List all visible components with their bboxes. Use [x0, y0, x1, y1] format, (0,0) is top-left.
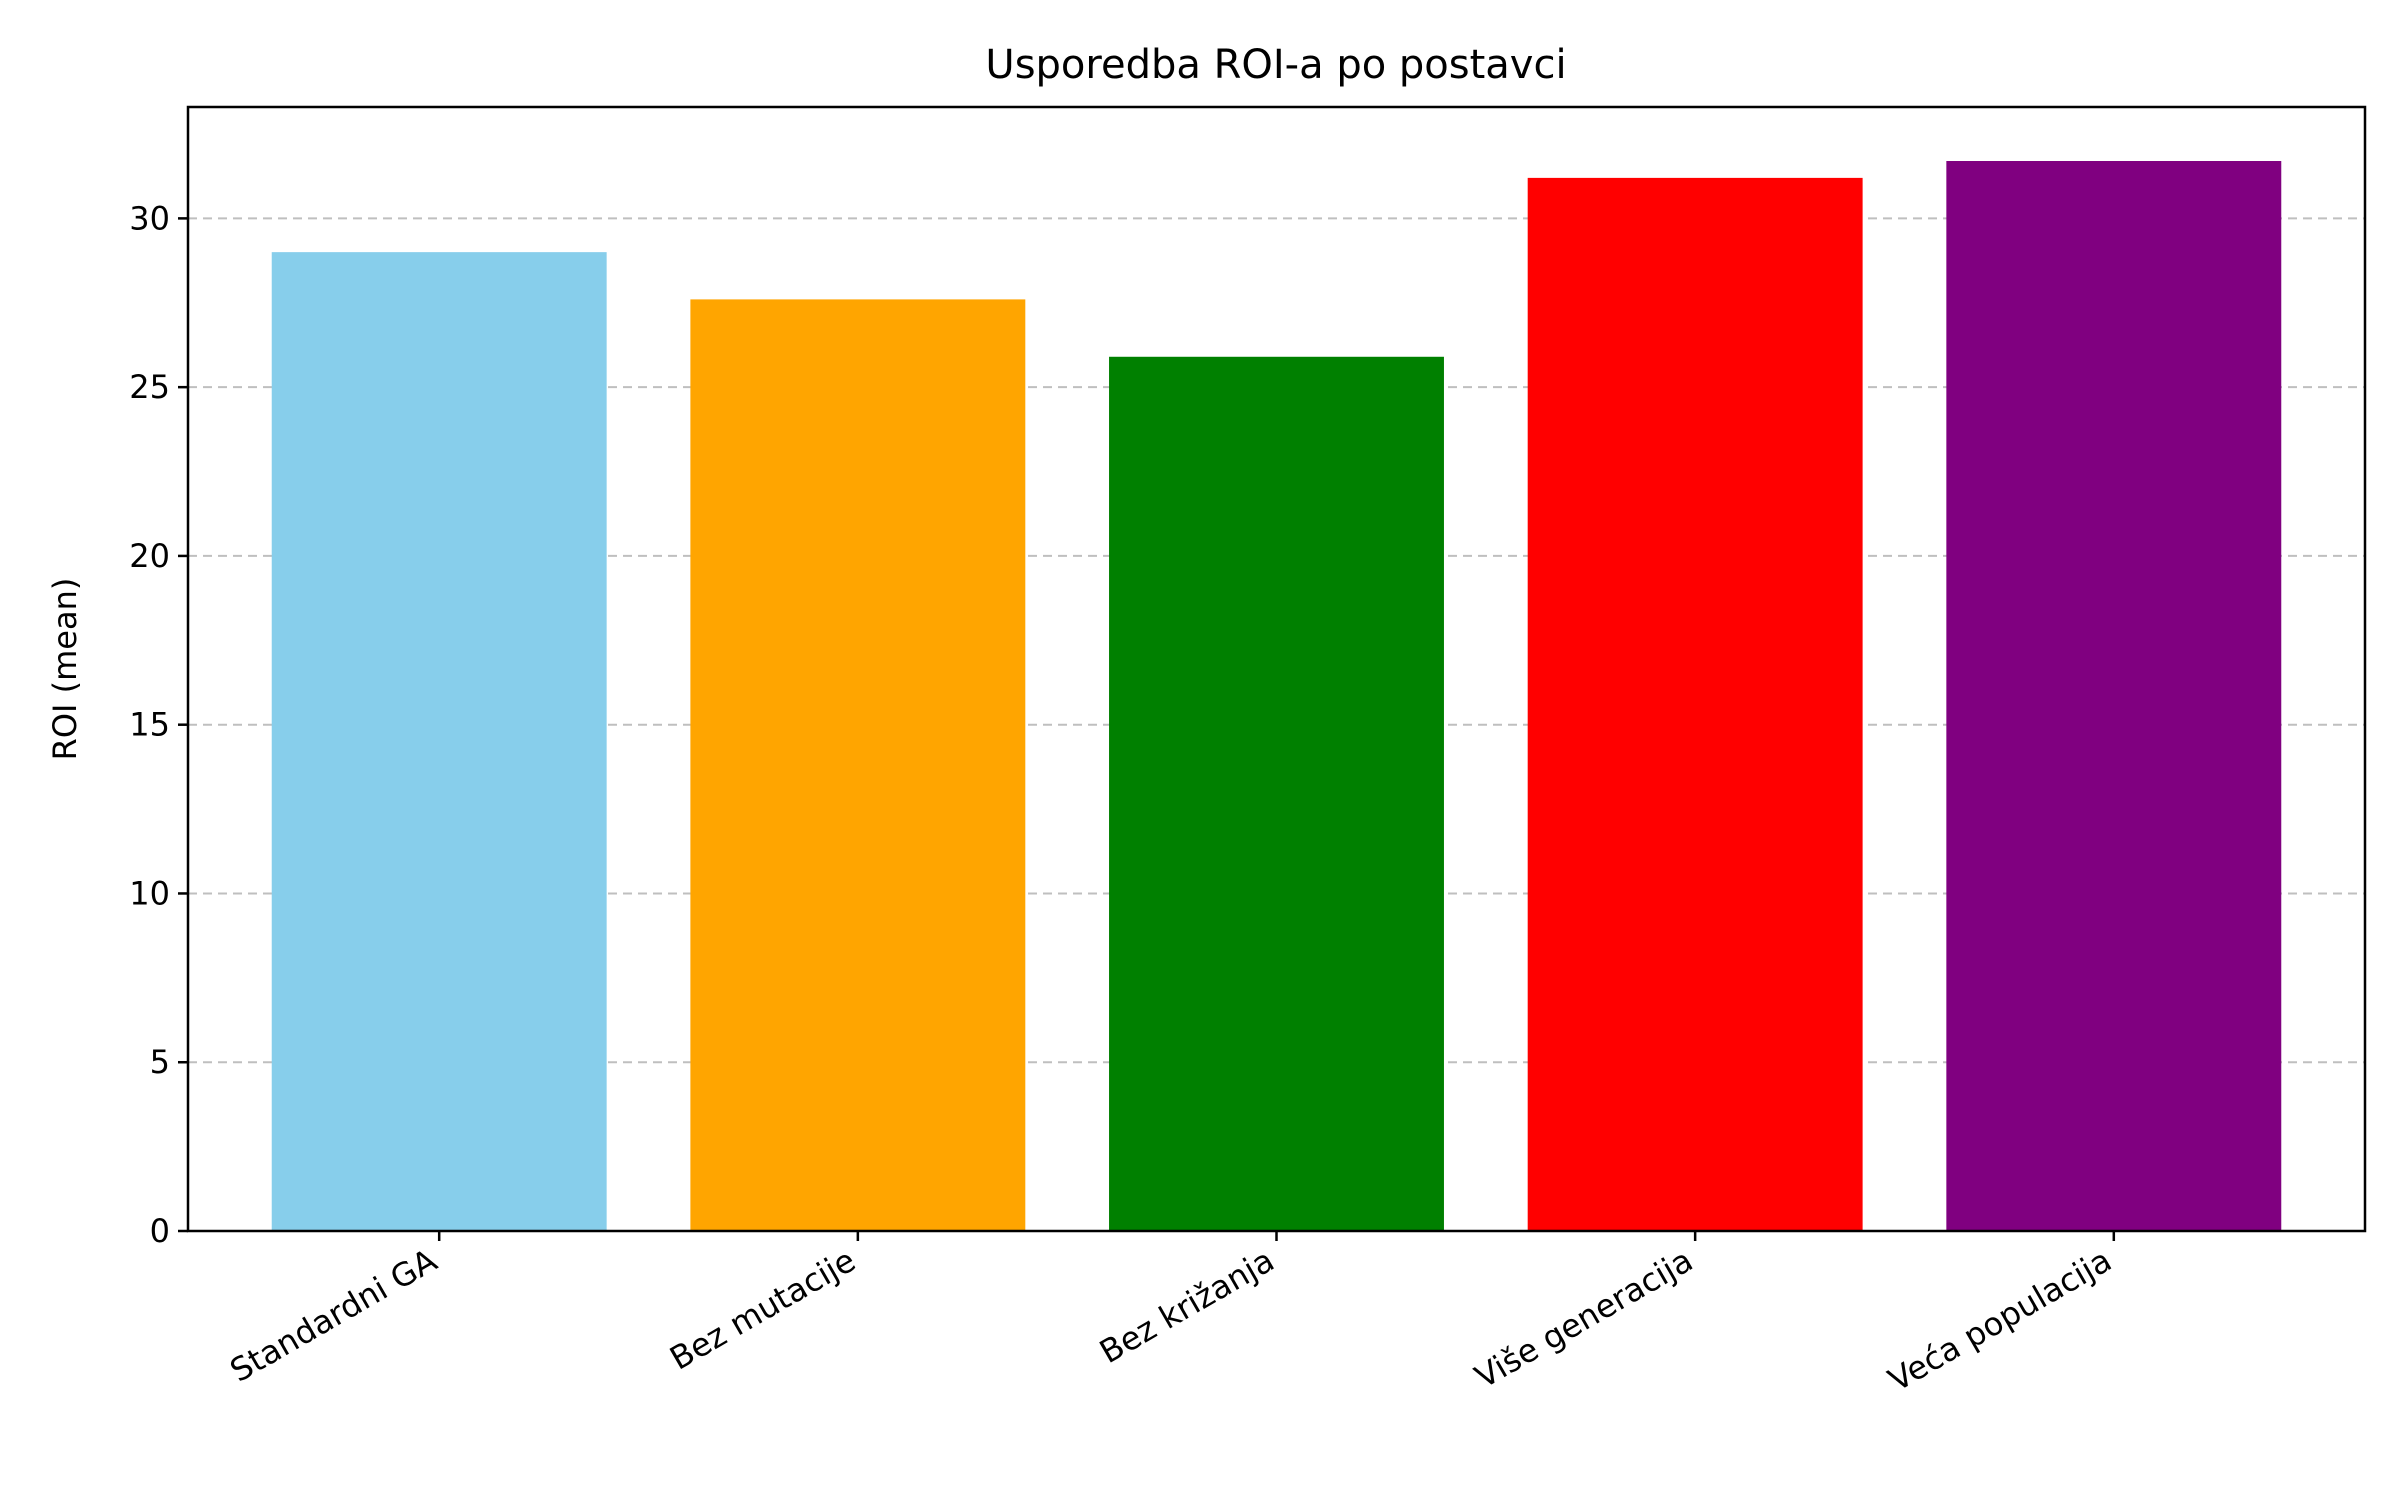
bar-2 — [690, 299, 1026, 1232]
y-tick-label: 20 — [129, 537, 170, 575]
y-tick-label: 15 — [129, 706, 170, 744]
x-axis-ticks: Standardni GA Bez mutacije Bez križanja Viš… — [224, 1231, 2118, 1399]
bar-4 — [1527, 177, 1863, 1231]
x-tick-label: Bez križanja — [1093, 1241, 1280, 1371]
bar-5 — [1946, 161, 2282, 1232]
y-tick-label: 10 — [129, 874, 170, 912]
x-tick-label: Standardni GA — [224, 1241, 444, 1390]
x-tick-label: Više generacija — [1469, 1241, 1700, 1396]
y-tick-label: 25 — [129, 368, 170, 406]
bars — [271, 161, 2282, 1232]
x-tick-label: Bez mutacije — [663, 1241, 862, 1378]
y-tick-label: 5 — [150, 1043, 170, 1081]
y-axis-ticks: 0 5 10 15 20 25 30 — [129, 199, 188, 1250]
bar-3 — [1109, 356, 1444, 1231]
y-tick-label: 30 — [129, 199, 170, 237]
x-tick-label: Veća populacija — [1882, 1241, 2118, 1399]
chart-title: Usporedba ROI-a po postavci — [985, 42, 1566, 88]
y-tick-label: 0 — [150, 1212, 170, 1250]
bar-1 — [271, 252, 607, 1232]
y-axis-label: ROI (mean) — [46, 578, 84, 761]
